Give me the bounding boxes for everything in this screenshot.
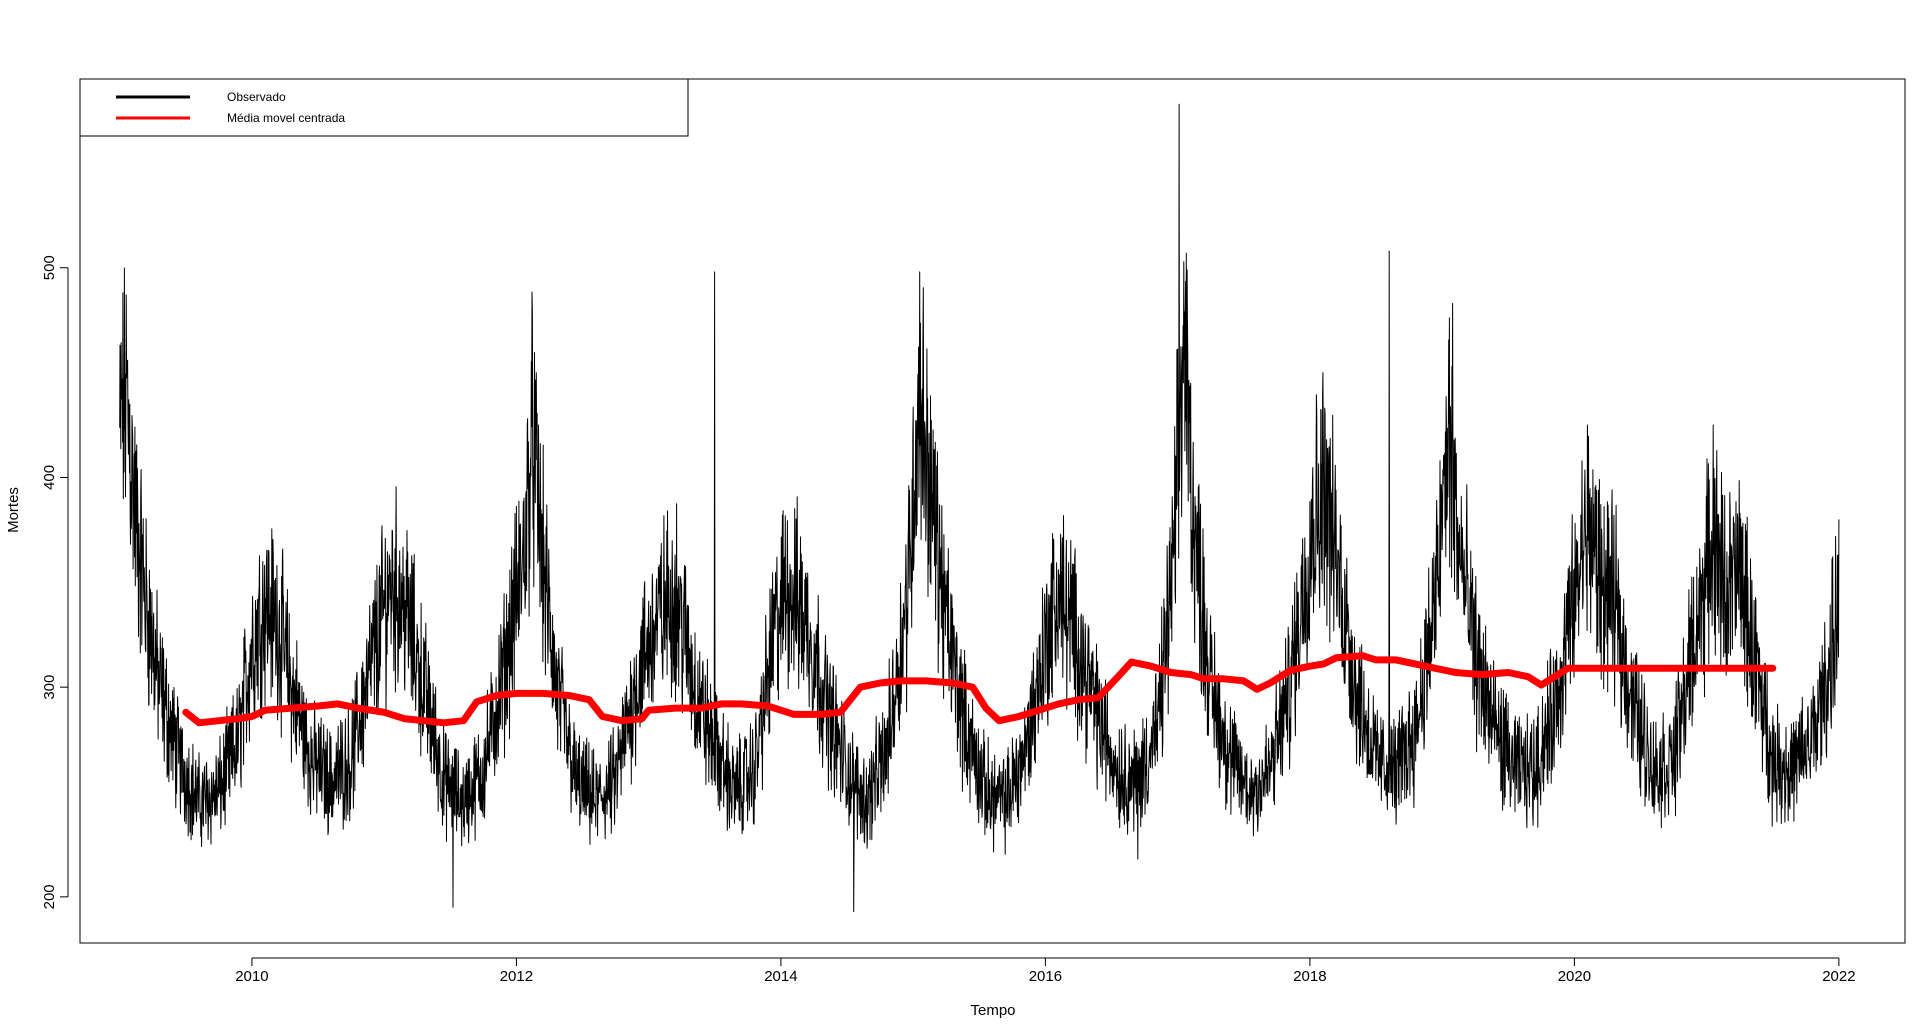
x-tick-label: 2018 bbox=[1293, 968, 1326, 985]
x-tick-label: 2022 bbox=[1822, 968, 1855, 985]
legend-label-observado: Observado bbox=[227, 90, 286, 104]
x-tick-label: 2014 bbox=[764, 968, 797, 985]
y-tick-label: 200 bbox=[41, 884, 58, 909]
x-axis: 2010 2012 2014 2016 2018 2020 2022 bbox=[235, 957, 1856, 985]
observado-line bbox=[119, 103, 1840, 912]
y-tick-label: 300 bbox=[41, 675, 58, 700]
observed-series bbox=[119, 103, 1840, 912]
y-axis: 200 300 400 500 bbox=[41, 255, 69, 909]
x-axis-title: Tempo bbox=[970, 1002, 1015, 1019]
y-tick-label: 500 bbox=[41, 255, 58, 280]
media-movel-line bbox=[182, 652, 1777, 727]
x-tick-label: 2016 bbox=[1029, 968, 1062, 985]
legend: Observado Média movel centrada bbox=[79, 78, 689, 137]
y-axis-title: Mortes bbox=[5, 487, 22, 533]
x-tick-label: 2010 bbox=[235, 968, 268, 985]
legend-box bbox=[79, 78, 689, 137]
x-tick-label: 2020 bbox=[1558, 968, 1591, 985]
x-tick-label: 2012 bbox=[500, 968, 533, 985]
plot-frame bbox=[79, 78, 1906, 944]
legend-label-media-movel: Média movel centrada bbox=[227, 111, 345, 125]
moving-average-series bbox=[182, 652, 1777, 727]
y-tick-label: 400 bbox=[41, 465, 58, 490]
